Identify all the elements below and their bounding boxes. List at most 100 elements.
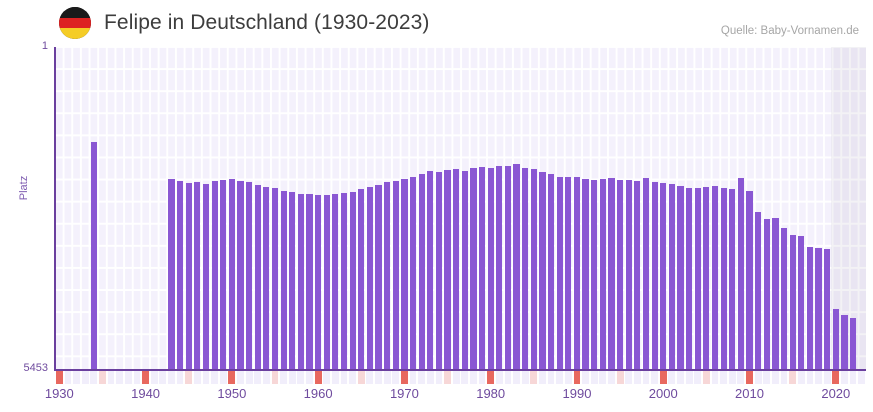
bar[interactable] [798,236,805,369]
bar[interactable] [504,165,512,369]
bar[interactable] [651,181,658,369]
bar[interactable] [211,180,218,369]
bar[interactable] [565,176,572,369]
tick-marker [841,371,848,384]
tick-marker [245,371,253,384]
bar[interactable] [478,167,486,369]
bar[interactable] [591,180,598,369]
bar[interactable] [435,171,443,369]
bar[interactable] [271,188,279,369]
bar[interactable] [358,188,365,369]
bar[interactable] [789,235,796,369]
bar[interactable] [496,166,503,369]
bar[interactable] [703,186,710,369]
bar[interactable] [841,314,848,369]
bar[interactable] [202,183,210,369]
bar[interactable] [366,186,373,369]
y-axis-title: Platz [18,175,30,201]
x-axis-tick-labels: 1930 1940 1950 1960 1970 1980 1990 2000 2010 2020 [0,386,873,406]
bar[interactable] [254,184,261,369]
bar[interactable] [746,190,753,369]
bar[interactable] [444,169,451,369]
bar[interactable] [220,180,227,369]
tick-marker-half [271,371,279,384]
bar[interactable] [323,195,330,369]
bar[interactable] [185,182,192,369]
tick-marker [858,371,866,384]
bar[interactable] [755,211,762,369]
bar[interactable] [487,168,494,369]
bar[interactable] [176,180,184,369]
bar[interactable] [522,168,529,369]
x-tick-label: 1930 [44,386,74,401]
bar[interactable] [340,192,348,369]
bar[interactable] [315,195,322,369]
bar[interactable] [228,179,235,369]
bar[interactable] [642,178,650,369]
tick-marker [366,371,374,384]
bar[interactable] [625,180,632,369]
bar[interactable] [513,163,520,369]
bar[interactable] [349,191,356,369]
bar[interactable] [280,190,287,369]
bar[interactable] [763,218,770,369]
tick-marker [262,371,270,384]
bar[interactable] [772,217,779,369]
tick-marker [193,371,201,384]
bar[interactable] [711,186,719,369]
bar[interactable] [686,187,693,369]
bar[interactable] [547,174,555,369]
bar[interactable] [608,178,615,369]
bar[interactable] [617,180,624,369]
bar[interactable] [297,193,304,369]
bar[interactable] [677,186,684,369]
bar[interactable] [194,181,201,369]
bar[interactable] [392,180,399,369]
bar[interactable] [263,186,270,369]
bar[interactable] [720,188,727,369]
bar[interactable] [806,246,814,369]
tick-marker [513,371,520,384]
bar[interactable] [660,182,667,369]
bar[interactable] [409,176,417,369]
bar[interactable] [737,178,744,369]
bar[interactable] [694,188,701,369]
bar[interactable] [289,191,296,369]
tick-marker [478,371,486,384]
bar[interactable] [461,170,468,369]
bar[interactable] [237,180,244,369]
x-tick-label: 1980 [476,386,506,401]
bar[interactable] [332,194,339,369]
bar[interactable] [306,193,313,369]
tick-marker-half [616,371,624,384]
bar[interactable] [573,177,581,369]
bar[interactable] [780,227,788,369]
bar[interactable] [668,183,675,369]
bar[interactable] [539,171,546,369]
bar[interactable] [90,142,97,369]
tick-marker [150,371,158,384]
tick-marker-decade [55,371,63,384]
bar[interactable] [599,179,606,369]
tick-marker [806,371,814,384]
bar[interactable] [168,179,175,369]
tick-marker [763,371,771,384]
bar[interactable] [375,184,382,369]
bar[interactable] [530,169,537,369]
bar[interactable] [582,179,589,369]
bar[interactable] [849,318,857,369]
bar[interactable] [832,309,839,369]
bar[interactable] [470,168,477,369]
bar[interactable] [246,181,253,369]
bar[interactable] [453,169,460,369]
bar[interactable] [401,179,408,369]
bar[interactable] [815,247,822,369]
bar[interactable] [634,180,641,369]
bar[interactable] [556,176,563,369]
bar[interactable] [427,171,434,369]
bars-container [55,47,866,369]
bar[interactable] [384,182,391,369]
bar[interactable] [824,248,831,369]
bar[interactable] [418,173,425,369]
bar[interactable] [729,189,736,369]
